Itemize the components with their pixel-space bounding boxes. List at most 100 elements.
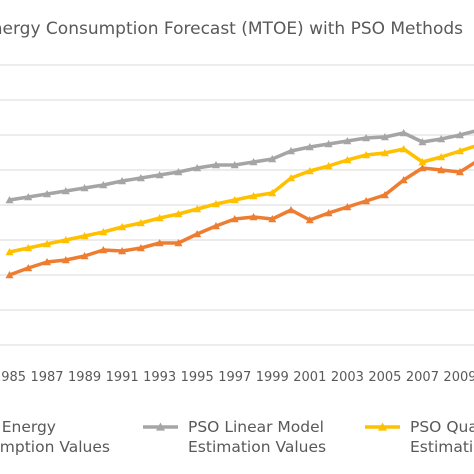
point-marker <box>174 168 183 176</box>
point-marker <box>249 158 258 166</box>
legend-line: Estimation Values <box>188 438 326 456</box>
legend-label: PSO Linear Model Estimation Values <box>188 418 326 456</box>
point-marker <box>418 158 427 166</box>
point-marker <box>268 215 277 223</box>
point-marker <box>43 258 52 266</box>
point-marker <box>455 168 464 176</box>
x-tick-label: 1985 <box>0 370 26 385</box>
point-marker <box>118 223 127 231</box>
point-marker <box>211 200 220 208</box>
point-marker <box>5 248 14 256</box>
point-marker <box>380 133 389 141</box>
point-marker <box>118 177 127 185</box>
x-tick-label: 2007 <box>406 370 439 385</box>
x-tick-label: 2001 <box>293 370 326 385</box>
point-marker <box>211 222 220 230</box>
point-marker <box>99 181 108 189</box>
legend-marker <box>156 422 165 431</box>
x-tick-label: 1997 <box>218 370 251 385</box>
point-marker <box>437 153 446 161</box>
point-marker <box>287 147 296 155</box>
point-marker <box>399 176 408 184</box>
point-marker <box>155 239 164 247</box>
point-marker <box>136 219 145 227</box>
chart-title: Energy Consumption Forecast (MTOE) with … <box>0 19 463 39</box>
point-marker <box>455 147 464 155</box>
point-marker <box>380 191 389 199</box>
x-tick-label: 2005 <box>368 370 401 385</box>
point-marker <box>230 215 239 223</box>
point-marker <box>324 162 333 170</box>
point-marker <box>99 228 108 236</box>
point-marker <box>343 156 352 164</box>
x-tick-label: 1987 <box>30 370 63 385</box>
legend-line: PSO Linear Model <box>188 418 324 436</box>
point-marker <box>380 149 389 157</box>
point-marker <box>324 140 333 148</box>
x-tick-label: 1989 <box>68 370 101 385</box>
point-marker <box>24 193 33 201</box>
point-marker <box>362 151 371 159</box>
point-marker <box>230 196 239 204</box>
point-marker <box>136 174 145 182</box>
x-tick-label: 1993 <box>143 370 176 385</box>
point-marker <box>362 134 371 142</box>
point-marker <box>305 216 314 224</box>
point-marker <box>324 209 333 217</box>
x-tick-label: 1999 <box>256 370 289 385</box>
point-marker <box>268 155 277 163</box>
point-marker <box>61 256 70 264</box>
point-marker <box>61 236 70 244</box>
point-marker <box>99 246 108 254</box>
point-marker <box>268 189 277 197</box>
legend-marker <box>378 422 387 431</box>
point-marker <box>249 192 258 200</box>
point-marker <box>136 244 145 252</box>
x-tick-label: 2003 <box>331 370 364 385</box>
point-marker <box>418 138 427 146</box>
legend-line: Actual Energy <box>0 418 56 436</box>
point-marker <box>193 205 202 213</box>
point-marker <box>174 210 183 218</box>
point-marker <box>249 213 258 221</box>
point-marker <box>399 129 408 137</box>
legend-label: Actual Energy Consumption Values <box>0 418 110 456</box>
legend-line: PSO Quadratic Model <box>410 418 474 436</box>
point-marker <box>437 166 446 174</box>
point-marker <box>305 167 314 175</box>
point-marker <box>43 240 52 248</box>
point-marker <box>155 171 164 179</box>
legend-label: PSO Quadratic Model Estimation Values <box>410 418 474 456</box>
point-marker <box>343 137 352 145</box>
point-marker <box>305 143 314 151</box>
point-marker <box>437 135 446 143</box>
x-tick-label: 1995 <box>181 370 214 385</box>
series-line <box>9 129 474 202</box>
legend-line: Estimation Values <box>410 438 474 456</box>
point-marker <box>174 239 183 247</box>
point-marker <box>455 131 464 139</box>
point-marker <box>24 264 33 272</box>
point-marker <box>61 187 70 195</box>
point-marker <box>155 214 164 222</box>
point-marker <box>43 190 52 198</box>
point-marker <box>230 161 239 169</box>
point-marker <box>287 206 296 214</box>
point-marker <box>5 271 14 279</box>
legend-line: Consumption Values <box>0 438 110 456</box>
point-marker <box>193 164 202 172</box>
point-marker <box>80 184 89 192</box>
point-marker <box>418 164 427 172</box>
point-marker <box>399 145 408 153</box>
series-line <box>9 144 474 254</box>
point-marker <box>193 230 202 238</box>
point-marker <box>211 161 220 169</box>
point-marker <box>5 196 14 204</box>
x-tick-label: 2009 <box>443 370 474 385</box>
point-marker <box>80 232 89 240</box>
point-marker <box>24 244 33 252</box>
point-marker <box>287 174 296 182</box>
point-marker <box>343 203 352 211</box>
point-marker <box>80 252 89 260</box>
